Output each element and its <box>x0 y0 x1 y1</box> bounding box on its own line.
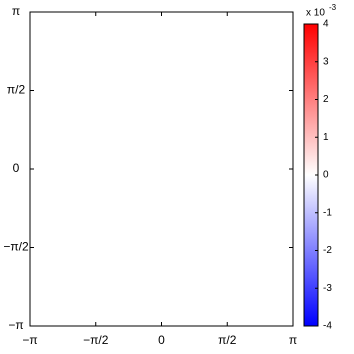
y-tick-label: 0 <box>13 161 20 175</box>
colorbar-exponent: -3 <box>329 3 337 12</box>
colorbar-tick-label: 3 <box>323 56 329 67</box>
colorbar-tick-label: 1 <box>323 132 329 143</box>
colorbar-tick-label: 4 <box>323 19 329 30</box>
colorbar-tick-label: -2 <box>323 245 332 256</box>
colorbar-tick-label: -3 <box>323 283 332 294</box>
colorbar-label: x 10 <box>306 8 325 19</box>
colorbar-tick-label: -4 <box>323 321 332 332</box>
colorbar-tick-label: -1 <box>323 207 332 218</box>
y-tick-label: π/2 <box>7 83 26 97</box>
x-tick-label: π <box>289 333 297 347</box>
x-tick-label: π/2 <box>218 333 237 347</box>
x-tick-label: −π <box>22 333 37 347</box>
x-tick-label: −π/2 <box>83 333 109 347</box>
colorbar-tick-label: 0 <box>323 170 329 181</box>
x-tick-label: 0 <box>158 333 165 347</box>
y-tick-label: −π/2 <box>3 240 29 254</box>
plot-area <box>29 11 294 327</box>
colorbar-tick-label: 2 <box>323 94 329 105</box>
y-tick-label: −π <box>8 318 23 332</box>
y-tick-label: π <box>12 4 20 18</box>
